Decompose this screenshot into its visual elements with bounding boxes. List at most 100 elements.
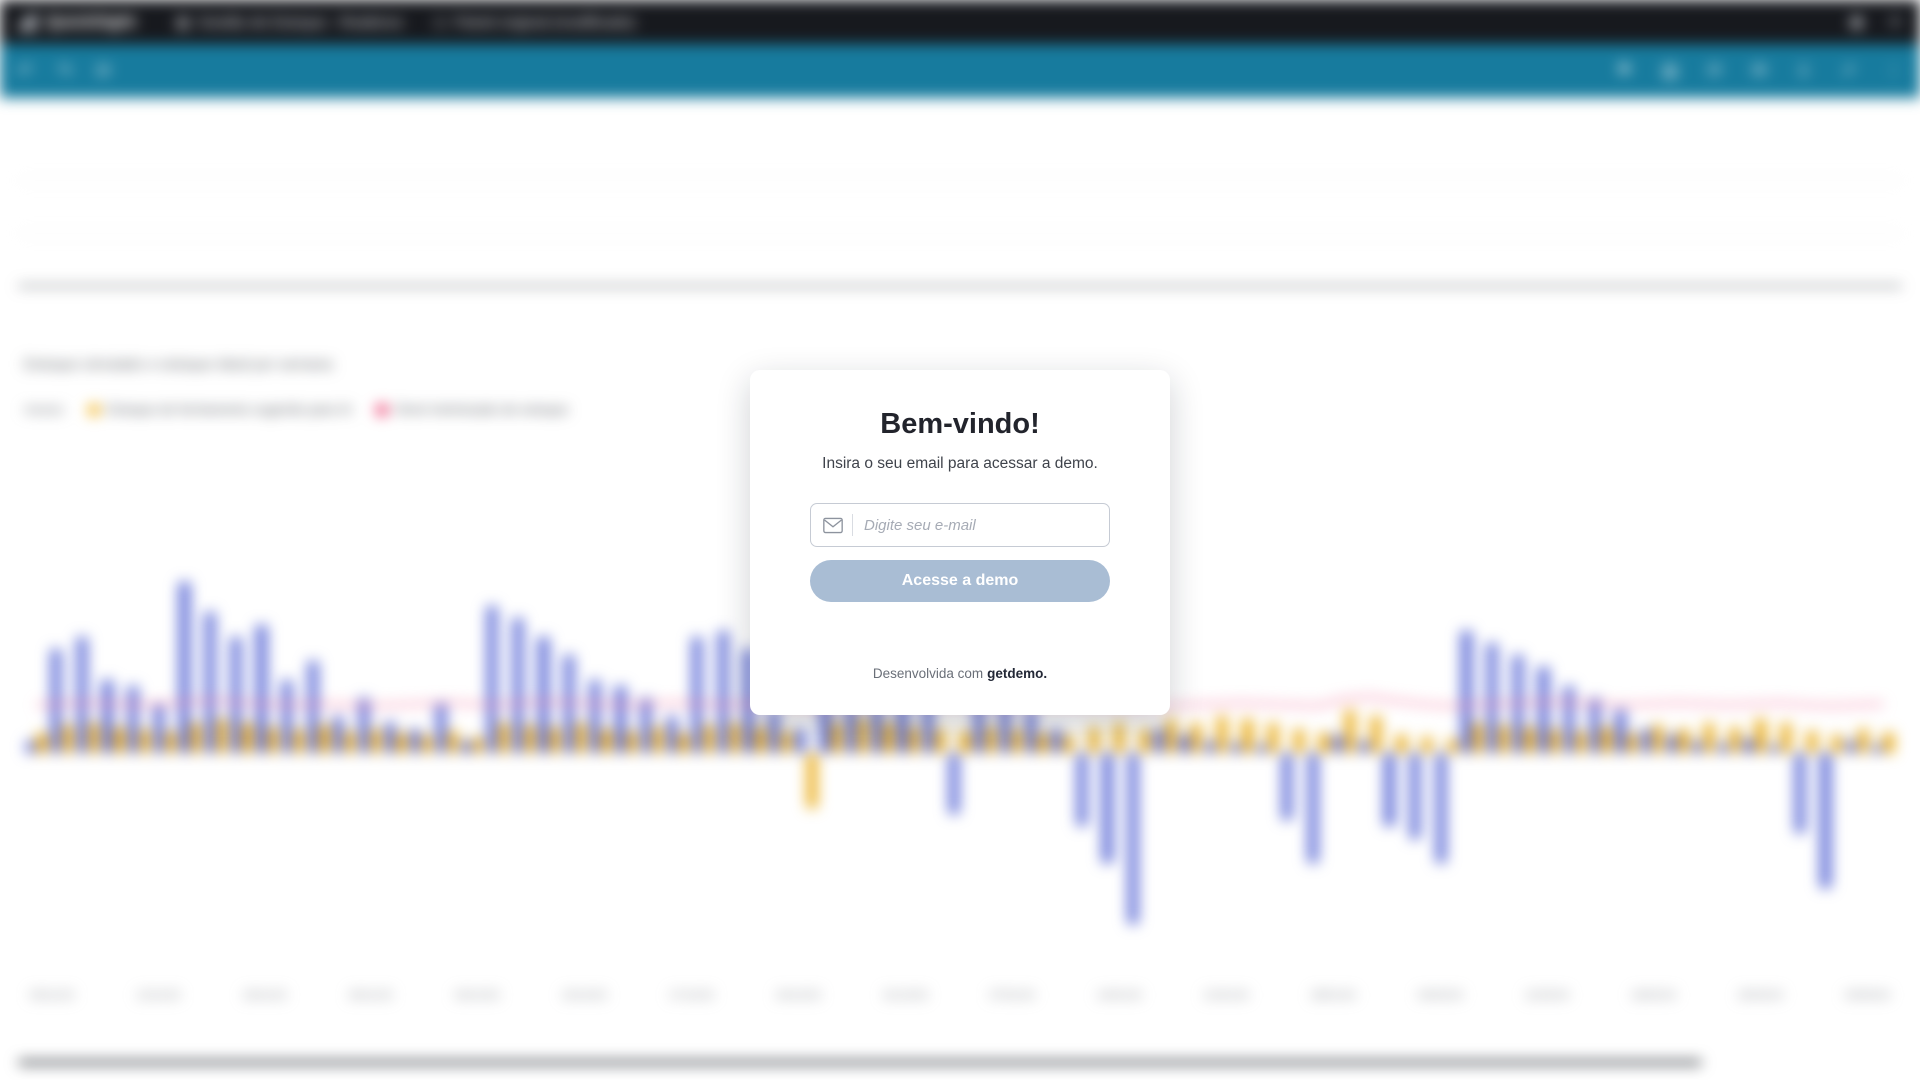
bar-group [921,578,947,928]
x-axis-label: 07/01/24 [989,990,1035,1002]
modal-footer-text: Desenvolvida com [872,666,984,681]
x-axis-label: 05/11/23 [30,990,74,1002]
yellow-bar [165,731,176,753]
blue-bar [435,704,447,753]
input-divider [852,514,853,536]
x-axis-label: 24/12/23 [775,990,821,1002]
yellow-bar [268,727,279,753]
bar-group [947,578,973,928]
access-demo-button[interactable]: Acesse a demo [810,560,1110,602]
bar-group [332,578,358,928]
modal-title: Bem-vindo! [880,408,1040,440]
row-divider [18,233,1902,234]
email-field[interactable] [810,503,1110,547]
yellow-bar [1524,727,1535,753]
legend-item-yellow: Estoque de fechamento sugerido para IA [87,402,353,417]
bar-group [1075,578,1101,928]
x-axis-label: 31/12/23 [882,990,928,1002]
blue-bar [1820,753,1831,888]
modal-subtitle: Insira o seu email para acessar a demo. [822,455,1098,472]
refresh-icon[interactable]: ⟳ [1708,61,1723,80]
blue-bar [1281,753,1293,820]
yellow-bar [1806,731,1817,753]
breadcrumb-dashboard[interactable]: ▦ Gestão de Estoque - Reabince [176,13,403,32]
x-axis-label: 14/01/24 [1096,990,1142,1002]
yellow-bar [447,731,458,753]
blue-bar [384,722,395,753]
bar-group [1486,578,1512,928]
yellow-bar [1114,723,1125,753]
getdemo-link[interactable]: getdemo. [987,666,1048,681]
bar-group [152,578,178,928]
yellow-bar [1062,735,1074,753]
undo-icon[interactable]: ↶ [18,60,34,81]
breadcrumb-panel[interactable]: ◷ Painel original (modificado) [433,13,635,32]
notifications-icon[interactable]: ◉ [1849,12,1865,31]
bar-group [383,578,409,928]
blue-bar [333,716,344,753]
yellow-bar [780,731,792,753]
yellow-bar [550,727,561,753]
blue-bar [25,741,36,753]
blue-bar [230,637,241,753]
reset-icon[interactable]: ⟳ [96,60,112,81]
bar-group [127,578,153,928]
blue-bar [128,686,139,753]
yellow-bar [601,729,612,753]
export-icon[interactable]: ⇓ [1796,61,1811,80]
blue-bar [1128,753,1139,924]
bar-group [1614,578,1640,928]
blue-bar [1794,753,1805,833]
bar-group [614,578,640,928]
bar-group [1793,578,1819,928]
section-divider [18,285,1902,287]
bar-group [50,578,76,928]
blue-bar [1666,735,1677,753]
yellow-bar [1191,723,1202,753]
yellow-bar [729,723,740,753]
modal-footer: Desenvolvida com getdemo. [810,666,1110,681]
legend-item-yellow-label: Estoque de fechamento sugerido para IA [106,402,353,417]
x-axis-label: 18/02/24 [1631,990,1676,1002]
bookmark-icon[interactable]: ⚑ [1616,61,1632,80]
yellow-bar [1447,739,1458,753]
welcome-modal: Bem-vindo! Insira o seu email para acess… [750,370,1170,715]
bar-group [1716,578,1742,928]
chart-legend: meses Estoque de fechamento sugerido par… [24,402,569,417]
blue-bar [1205,741,1216,753]
blue-bar [666,716,677,753]
x-axis-labels: 05/11/23 12/11/23 19/11/23 26/11/23 03/12/23… [30,990,1890,1002]
blue-bar [1871,745,1882,753]
user-menu-icon[interactable]: ≡ [1890,12,1900,31]
filter-icon[interactable]: ▥ [1661,61,1678,80]
blue-bar [769,710,780,753]
bar-group [1203,578,1229,928]
yellow-bar [88,723,99,753]
bar-group [178,578,204,928]
toolbar-left-icons: ↶ ↷ ⟳ [18,61,111,82]
overflow-menu-icon[interactable]: ⋮ [1885,61,1902,80]
horizontal-scrollbar[interactable] [18,1060,1702,1065]
yellow-bar [62,725,74,753]
blue-bar [1307,753,1318,863]
blue-bar [794,729,805,753]
bar-group [434,578,460,928]
bar-group [1178,578,1204,928]
yellow-bar [960,731,971,753]
x-axis-label: 26/11/23 [348,990,393,1002]
blue-bar [1640,729,1652,753]
blue-bar [179,582,190,753]
redo-icon[interactable]: ↷ [57,60,73,81]
bar-group [691,578,717,928]
bar-group [1101,578,1127,928]
bar-group [665,578,691,928]
yellow-bar [498,723,510,753]
bar-group [1768,578,1794,928]
share-icon[interactable]: ↗ [1840,61,1855,80]
email-report-icon[interactable]: ✉ [1752,61,1767,80]
email-input[interactable] [862,515,1097,535]
bar-group [280,578,306,928]
yellow-bar [857,719,869,753]
blue-bar [1051,729,1062,753]
